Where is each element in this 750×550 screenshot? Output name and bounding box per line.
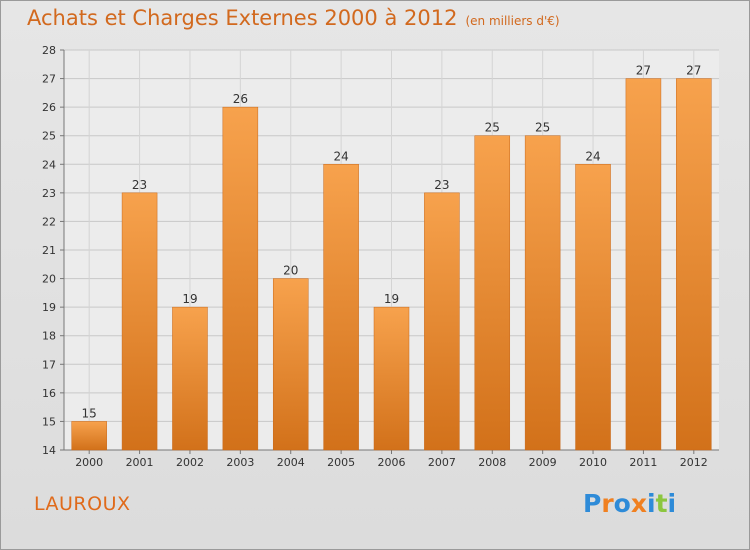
bar-2009 <box>524 135 561 451</box>
value-label: 23 <box>434 178 449 192</box>
value-label: 23 <box>132 178 147 192</box>
x-tick-label: 2000 <box>75 456 103 469</box>
brand-letter: x <box>630 489 647 518</box>
y-tick-label: 14 <box>42 444 56 457</box>
value-label: 24 <box>333 149 348 163</box>
x-tick-label: 2003 <box>226 456 254 469</box>
chart-title: Achats et Charges Externes 2000 à 2012 (e… <box>27 6 560 30</box>
value-label: 19 <box>182 292 197 306</box>
brand-letter: t <box>655 489 668 518</box>
bar-2002 <box>172 306 208 451</box>
bar-2005 <box>323 164 359 451</box>
brand-letter: P <box>583 489 602 518</box>
y-tick-label: 19 <box>42 301 56 314</box>
x-tick-label: 2011 <box>629 456 657 469</box>
x-tick-label: 2008 <box>478 456 506 469</box>
y-tick-label: 24 <box>42 158 56 171</box>
bar-2008 <box>474 135 511 451</box>
y-tick-label: 16 <box>42 387 56 400</box>
x-tick-label: 2001 <box>126 456 154 469</box>
x-tick-label: 2002 <box>176 456 204 469</box>
brand-letter: i <box>647 489 656 518</box>
y-tick-label: 15 <box>42 415 56 428</box>
brand-logo: Proxiti <box>583 489 676 518</box>
bar-2006 <box>373 306 410 451</box>
x-tick-label: 2006 <box>378 456 406 469</box>
brand-letter: r <box>601 489 614 518</box>
value-label: 27 <box>636 64 651 78</box>
x-tick-label: 2004 <box>277 456 305 469</box>
labels: 15 2000 23 2001 19 2002 26 2003 20 2004 24 2005 19 20… <box>75 64 708 469</box>
bar-2012 <box>676 78 712 451</box>
y-tick-label: 18 <box>42 330 56 343</box>
bar-2003 <box>222 106 259 451</box>
y-tick-label: 22 <box>42 215 56 228</box>
y-tick-label: 17 <box>42 358 56 371</box>
x-tick-label: 2009 <box>529 456 557 469</box>
title-text: Achats et Charges Externes 2000 à 2012 <box>27 6 458 30</box>
value-label: 15 <box>82 406 97 420</box>
y-tick-label: 21 <box>42 244 56 257</box>
bar-2001 <box>121 192 158 451</box>
y-tick-label: 25 <box>42 130 56 143</box>
bar-2007 <box>424 192 460 451</box>
x-tick-label: 2010 <box>579 456 607 469</box>
x-tick-label: 2007 <box>428 456 456 469</box>
value-label: 24 <box>585 149 600 163</box>
value-label: 26 <box>233 92 248 106</box>
y-tick-label: 27 <box>42 73 56 86</box>
brand-letter: i <box>667 489 677 518</box>
y-tick-label: 26 <box>42 101 56 114</box>
bar-2010 <box>575 164 611 451</box>
bar-2011 <box>625 78 662 451</box>
y-tick-label: 20 <box>42 273 56 286</box>
value-label: 19 <box>384 292 399 306</box>
x-tick-label: 2012 <box>680 456 708 469</box>
x-tick-label: 2005 <box>327 456 355 469</box>
title-unit: (en milliers d'€) <box>465 14 560 28</box>
bar-2004 <box>272 278 309 451</box>
bar-2000 <box>71 421 107 451</box>
value-label: 20 <box>283 264 298 278</box>
value-label: 25 <box>535 121 550 135</box>
y-tick-label: 23 <box>42 187 56 200</box>
value-label: 25 <box>485 121 500 135</box>
y-tick-label: 28 <box>42 44 56 57</box>
value-label: 27 <box>686 64 701 78</box>
bars <box>71 78 712 451</box>
brand-letter: o <box>613 489 631 518</box>
location-label: LAUROUX <box>34 493 131 515</box>
